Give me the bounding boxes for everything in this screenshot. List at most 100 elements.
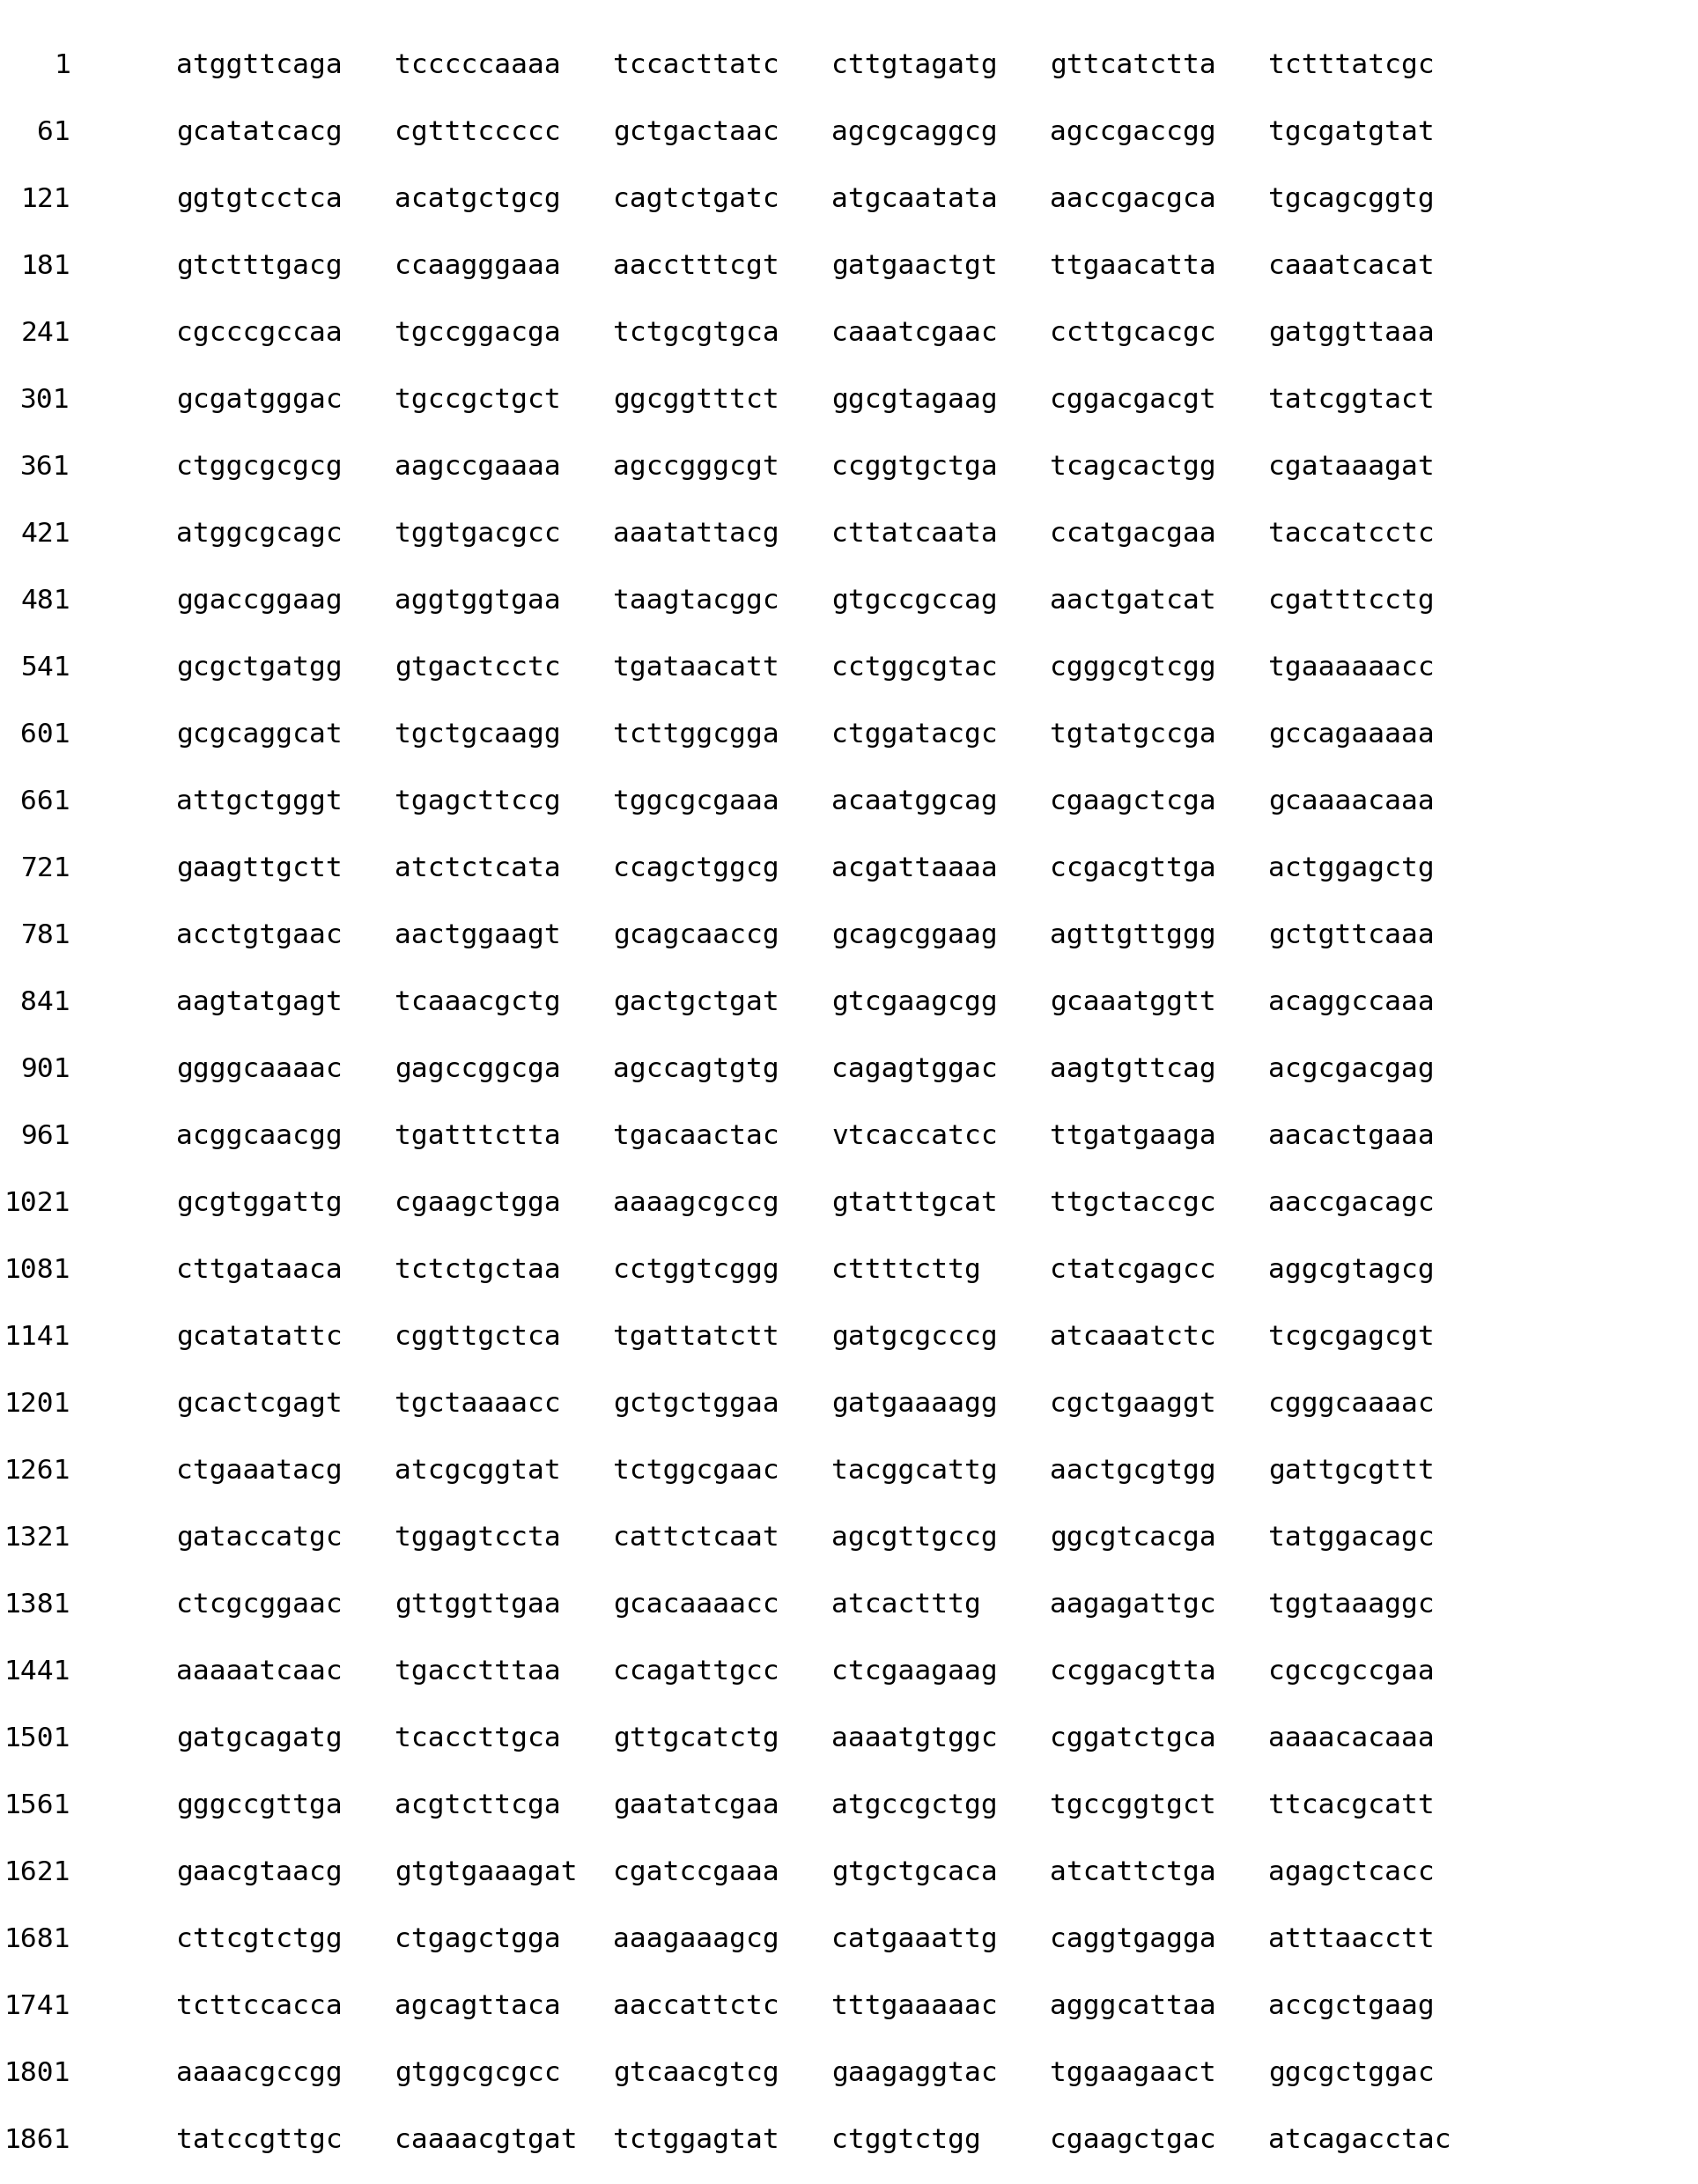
Text: 1621: 1621 bbox=[3, 1861, 70, 1885]
Text: atcaaatctc: atcaaatctc bbox=[1049, 1324, 1216, 1350]
Text: cgccgccgaa: cgccgccgaa bbox=[1268, 1660, 1435, 1684]
Text: gataccatgc: gataccatgc bbox=[177, 1524, 343, 1551]
Text: aagtatgagt: aagtatgagt bbox=[177, 989, 343, 1016]
Text: gatgaaaagg: gatgaaaagg bbox=[832, 1391, 998, 1417]
Text: tcagcactgg: tcagcactgg bbox=[1049, 454, 1216, 480]
Text: atggttcaga: atggttcaga bbox=[177, 52, 343, 79]
Text: acatgctgcg: acatgctgcg bbox=[394, 186, 560, 212]
Text: atcagacctac: atcagacctac bbox=[1268, 2127, 1452, 2153]
Text: cgcccgccaa: cgcccgccaa bbox=[177, 321, 343, 345]
Text: gactgctgat: gactgctgat bbox=[613, 989, 779, 1016]
Text: gatgaactgt: gatgaactgt bbox=[832, 253, 998, 280]
Text: atttaacctt: atttaacctt bbox=[1268, 1926, 1435, 1952]
Text: tcttccacca: tcttccacca bbox=[177, 1994, 343, 2020]
Text: tatggacagc: tatggacagc bbox=[1268, 1524, 1435, 1551]
Text: gatgcagatg: gatgcagatg bbox=[177, 1725, 343, 1752]
Text: aacctttcgt: aacctttcgt bbox=[613, 253, 779, 280]
Text: ggcggtttct: ggcggtttct bbox=[613, 387, 779, 413]
Text: 601: 601 bbox=[20, 723, 70, 747]
Text: gcatatcacg: gcatatcacg bbox=[177, 120, 343, 146]
Text: gtatttgcat: gtatttgcat bbox=[832, 1190, 998, 1216]
Text: tgcgatgtat: tgcgatgtat bbox=[1268, 120, 1435, 146]
Text: aaccgacagc: aaccgacagc bbox=[1268, 1190, 1435, 1216]
Text: agagctcacc: agagctcacc bbox=[1268, 1861, 1435, 1885]
Text: 721: 721 bbox=[20, 856, 70, 882]
Text: ctcgaagaag: ctcgaagaag bbox=[832, 1660, 998, 1684]
Text: 541: 541 bbox=[20, 655, 70, 681]
Text: cgaagctgac: cgaagctgac bbox=[1049, 2127, 1216, 2153]
Text: gcactcgagt: gcactcgagt bbox=[177, 1391, 343, 1417]
Text: acggcaacgg: acggcaacgg bbox=[177, 1125, 343, 1149]
Text: agggcattaa: agggcattaa bbox=[1049, 1994, 1216, 2020]
Text: tccacttatc: tccacttatc bbox=[613, 52, 779, 79]
Text: aacactgaaa: aacactgaaa bbox=[1268, 1125, 1435, 1149]
Text: tgagcttccg: tgagcttccg bbox=[394, 788, 560, 815]
Text: gaagaggtac: gaagaggtac bbox=[832, 2062, 998, 2086]
Text: cgctgaaggt: cgctgaaggt bbox=[1049, 1391, 1216, 1417]
Text: ggggcaaaac: ggggcaaaac bbox=[177, 1057, 343, 1083]
Text: gcgtggattg: gcgtggattg bbox=[177, 1190, 343, 1216]
Text: cgaagctgga: cgaagctgga bbox=[394, 1190, 560, 1216]
Text: tgataacatt: tgataacatt bbox=[613, 655, 779, 681]
Text: gctgactaac: gctgactaac bbox=[613, 120, 779, 146]
Text: gattgcgttt: gattgcgttt bbox=[1268, 1459, 1435, 1483]
Text: attgctgggt: attgctgggt bbox=[177, 788, 343, 815]
Text: 361: 361 bbox=[20, 454, 70, 480]
Text: tggagtccta: tggagtccta bbox=[394, 1524, 560, 1551]
Text: agccagtgtg: agccagtgtg bbox=[613, 1057, 779, 1083]
Text: ccaagggaaa: ccaagggaaa bbox=[394, 253, 560, 280]
Text: atctctcata: atctctcata bbox=[394, 856, 560, 882]
Text: 961: 961 bbox=[20, 1125, 70, 1149]
Text: tgcagcggtg: tgcagcggtg bbox=[1268, 186, 1435, 212]
Text: tgccggacga: tgccggacga bbox=[394, 321, 560, 345]
Text: acaggccaaa: acaggccaaa bbox=[1268, 989, 1435, 1016]
Text: aactgatcat: aactgatcat bbox=[1049, 587, 1216, 614]
Text: gtgtgaaagat: gtgtgaaagat bbox=[394, 1861, 577, 1885]
Text: ccggacgtta: ccggacgtta bbox=[1049, 1660, 1216, 1684]
Text: aaccgacgca: aaccgacgca bbox=[1049, 186, 1216, 212]
Text: tcttggcgga: tcttggcgga bbox=[613, 723, 779, 747]
Text: 1741: 1741 bbox=[3, 1994, 70, 2020]
Text: aaaagcgccg: aaaagcgccg bbox=[613, 1190, 779, 1216]
Text: tctctgctaa: tctctgctaa bbox=[394, 1258, 560, 1284]
Text: 1081: 1081 bbox=[3, 1258, 70, 1284]
Text: gcaaatggtt: gcaaatggtt bbox=[1049, 989, 1216, 1016]
Text: agcagttaca: agcagttaca bbox=[394, 1994, 560, 2020]
Text: tctttatcgc: tctttatcgc bbox=[1268, 52, 1435, 79]
Text: cgatttcctg: cgatttcctg bbox=[1268, 587, 1435, 614]
Text: cctggtcggg: cctggtcggg bbox=[613, 1258, 779, 1284]
Text: cgggcgtcgg: cgggcgtcgg bbox=[1049, 655, 1216, 681]
Text: 1021: 1021 bbox=[3, 1190, 70, 1216]
Text: aagtgttcag: aagtgttcag bbox=[1049, 1057, 1216, 1083]
Text: cagagtggac: cagagtggac bbox=[832, 1057, 998, 1083]
Text: ttgatgaaga: ttgatgaaga bbox=[1049, 1125, 1216, 1149]
Text: ctggcgcgcg: ctggcgcgcg bbox=[177, 454, 343, 480]
Text: ctggatacgc: ctggatacgc bbox=[832, 723, 998, 747]
Text: ggtgtcctca: ggtgtcctca bbox=[177, 186, 343, 212]
Text: cgatccgaaa: cgatccgaaa bbox=[613, 1861, 779, 1885]
Text: cttcgtctgg: cttcgtctgg bbox=[177, 1926, 343, 1952]
Text: 121: 121 bbox=[20, 186, 70, 212]
Text: aaatattacg: aaatattacg bbox=[613, 522, 779, 546]
Text: catgaaattg: catgaaattg bbox=[832, 1926, 998, 1952]
Text: vtcaccatcc: vtcaccatcc bbox=[832, 1125, 998, 1149]
Text: tatcggtact: tatcggtact bbox=[1268, 387, 1435, 413]
Text: tgaaaaaacc: tgaaaaaacc bbox=[1268, 655, 1435, 681]
Text: 1201: 1201 bbox=[3, 1391, 70, 1417]
Text: gctgttcaaa: gctgttcaaa bbox=[1268, 924, 1435, 948]
Text: 181: 181 bbox=[20, 253, 70, 280]
Text: gtgccgccag: gtgccgccag bbox=[832, 587, 998, 614]
Text: 1501: 1501 bbox=[3, 1725, 70, 1752]
Text: tggtaaaggc: tggtaaaggc bbox=[1268, 1592, 1435, 1618]
Text: 421: 421 bbox=[20, 522, 70, 546]
Text: 1261: 1261 bbox=[3, 1459, 70, 1483]
Text: 481: 481 bbox=[20, 587, 70, 614]
Text: cagtctgatc: cagtctgatc bbox=[613, 186, 779, 212]
Text: tgacctttaa: tgacctttaa bbox=[394, 1660, 560, 1684]
Text: ctcgcggaac: ctcgcggaac bbox=[177, 1592, 343, 1618]
Text: acgtcttcga: acgtcttcga bbox=[394, 1793, 560, 1819]
Text: agcgttgccg: agcgttgccg bbox=[832, 1524, 998, 1551]
Text: tgattatctt: tgattatctt bbox=[613, 1324, 779, 1350]
Text: aaaaatcaac: aaaaatcaac bbox=[177, 1660, 343, 1684]
Text: tcccccaaaa: tcccccaaaa bbox=[394, 52, 560, 79]
